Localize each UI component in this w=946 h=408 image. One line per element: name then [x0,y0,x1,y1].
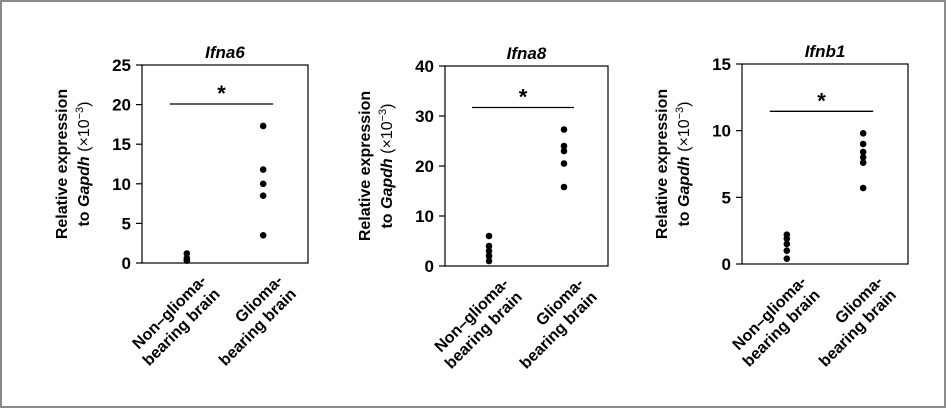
x-category-label: Glioma-bearing brain [803,273,900,370]
y-label-exponent: −3 [674,107,686,120]
y-tick-label: 25 [112,56,131,75]
y-label-exponent: −3 [377,109,389,122]
y-label-unit-close: ) [76,101,93,106]
data-point [485,247,493,255]
data-point [259,122,267,130]
y-tick-label: 20 [415,157,434,176]
y-label-exponent: −3 [74,107,86,120]
x-category-label: Non–glioma-bearing brain [726,273,823,370]
data-point [485,252,493,260]
y-axis-label-line2: to Gapdh (×10−3) [674,101,693,226]
x-category-label: Non–glioma-bearing brain [126,272,223,369]
y-label-to: to [76,207,93,227]
data-point [560,147,568,155]
data-point [259,192,267,199]
x-category-label: Non–glioma-bearing brain [429,275,526,372]
data-point [859,140,867,148]
data-point [560,126,568,133]
data-point [783,255,791,262]
y-tick-label: 5 [122,214,131,233]
significance-star: * [217,81,226,106]
y-tick-label: 15 [112,135,131,154]
significance-star: * [519,85,528,110]
y-label-to: to [379,209,396,229]
y-label-unit: (×10 [676,119,693,156]
y-label-gene: Gapdh [676,156,693,207]
y-label-gene: Gapdh [76,156,93,207]
y-label-unit-close: ) [676,101,693,106]
y-axis-label-line2: to Gapdh (×10−3) [377,103,396,228]
chart-title: Ifna6 [205,43,245,62]
data-point [485,242,493,250]
data-point [183,250,191,257]
data-point [783,247,791,254]
data-point [859,130,867,137]
data-point [183,254,191,262]
data-point [259,180,267,188]
y-tick-label: 0 [722,255,731,274]
data-point [259,231,267,239]
data-point [485,232,493,240]
y-axis-label-line1: Relative expression [357,91,374,241]
y-tick-label: 40 [415,57,434,76]
y-tick-label: 30 [415,107,434,126]
y-label-unit-close: ) [379,103,396,108]
data-point [859,148,867,156]
y-axis-label-line1: Relative expression [654,89,671,239]
y-label-unit: (×10 [379,121,396,158]
data-point [859,184,867,192]
chart-title: Ifnb1 [805,42,846,61]
data-point [783,240,791,248]
data-point [560,183,568,191]
data-point [259,166,267,173]
y-tick-label: 10 [415,207,434,226]
data-point [859,154,867,161]
y-label-gene: Gapdh [379,158,396,209]
data-point [485,257,493,265]
chart-title: Ifna8 [507,44,547,63]
plot-frame [741,63,909,265]
y-tick-label: 5 [722,188,731,207]
y-axis-label-line1: Relative expression [54,89,71,239]
plot-frame [141,64,309,264]
y-label-to: to [676,207,693,227]
data-point [560,142,568,150]
y-tick-label: 0 [122,254,131,273]
significance-star: * [817,88,826,113]
y-label-unit: (×10 [76,119,93,156]
y-axis-label-line2: to Gapdh (×10−3) [74,101,93,226]
y-tick-label: 10 [112,175,131,194]
y-tick-label: 20 [112,96,131,115]
y-tick-label: 15 [712,55,731,74]
data-point [783,231,791,238]
data-point [859,159,867,166]
x-category-label: Glioma-bearing brain [504,275,601,372]
data-point [560,160,568,167]
y-tick-label: 0 [425,257,434,276]
x-category-label: Glioma-bearing brain [203,272,300,369]
y-tick-label: 10 [712,122,731,141]
